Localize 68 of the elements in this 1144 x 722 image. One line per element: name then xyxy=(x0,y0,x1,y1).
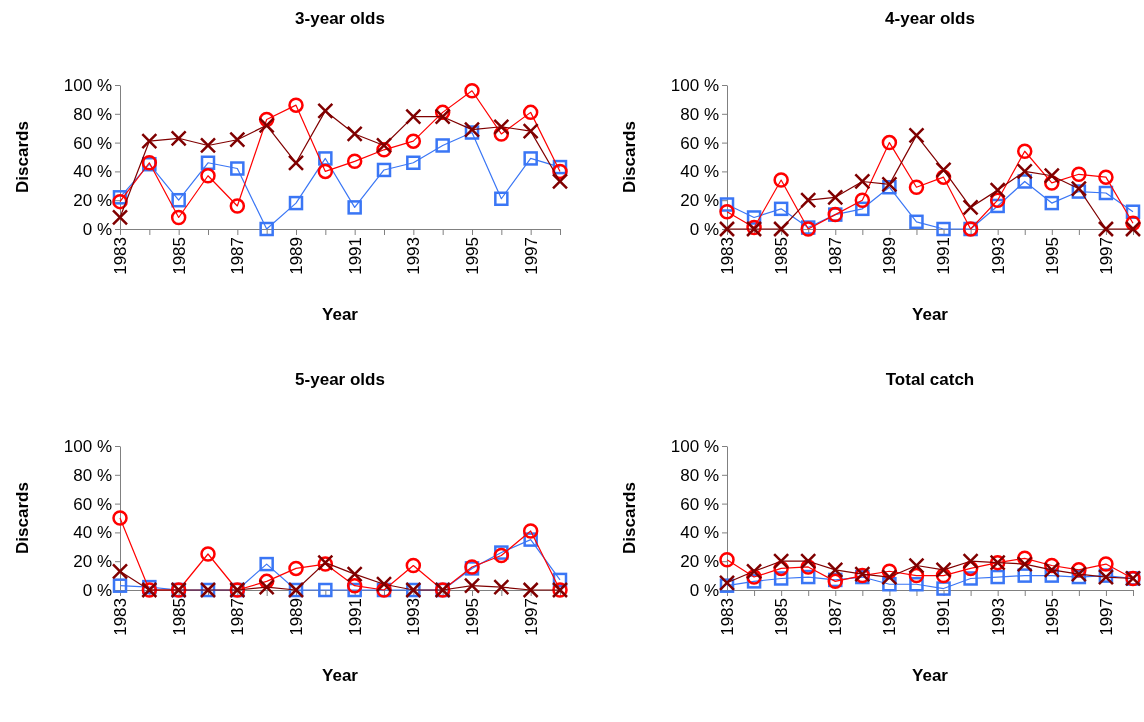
y-tick-label: 60 % xyxy=(680,494,719,514)
y-axis-title: Discards xyxy=(13,482,32,554)
x-tick-label: 1985 xyxy=(169,237,189,275)
x-tick-label: 1985 xyxy=(772,237,792,275)
x-tick-label: 1987 xyxy=(228,237,248,275)
x-tick-label: 1983 xyxy=(717,598,737,636)
x-tick-label: 1993 xyxy=(988,598,1008,636)
x-tick-label: 1997 xyxy=(1096,598,1116,636)
x-tick-label: 1993 xyxy=(404,598,424,636)
y-tick-label: 20 % xyxy=(680,552,719,572)
y-tick-label: 80 % xyxy=(73,465,112,485)
x-tick-label: 1985 xyxy=(169,598,189,636)
y-tick-label: 40 % xyxy=(73,523,112,543)
x-tick-label: 1989 xyxy=(880,237,900,275)
x-tick-label: 1989 xyxy=(286,598,306,636)
x-tick-label: 1995 xyxy=(462,237,482,275)
y-tick-label: 80 % xyxy=(73,104,112,124)
y-axis-title: Discards xyxy=(620,482,639,554)
chart-title: 5-year olds xyxy=(295,370,385,389)
chart-title: Total catch xyxy=(885,370,975,389)
x-tick-label: 1993 xyxy=(988,237,1008,275)
y-tick-label: 100 % xyxy=(63,75,112,95)
y-tick-label: 100 % xyxy=(670,436,719,456)
y-tick-label: 60 % xyxy=(73,494,112,514)
x-tick-label: 1995 xyxy=(462,598,482,636)
x-tick-label: 1991 xyxy=(934,237,954,275)
x-tick-label: 1987 xyxy=(826,237,846,275)
y-tick-label: 60 % xyxy=(73,133,112,153)
y-axis-title: Discards xyxy=(13,121,32,193)
y-tick-label: 60 % xyxy=(680,133,719,153)
chart-title: 3-year olds xyxy=(295,9,385,28)
y-tick-label: 20 % xyxy=(73,552,112,572)
y-tick-label: 0 % xyxy=(82,580,112,600)
y-tick-label: 80 % xyxy=(680,465,719,485)
x-tick-label: 1991 xyxy=(934,598,954,636)
x-tick-label: 1987 xyxy=(826,598,846,636)
x-tick-label: 1993 xyxy=(404,237,424,275)
x-tick-label: 1983 xyxy=(110,598,130,636)
x-tick-label: 1995 xyxy=(1042,237,1062,275)
x-tick-label: 1991 xyxy=(345,598,365,636)
y-tick-label: 0 % xyxy=(82,219,112,239)
y-tick-label: 20 % xyxy=(680,191,719,211)
y-tick-label: 40 % xyxy=(680,162,719,182)
x-tick-label: 1983 xyxy=(110,237,130,275)
x-tick-label: 1989 xyxy=(286,237,306,275)
x-tick-label: 1985 xyxy=(772,598,792,636)
y-tick-label: 80 % xyxy=(680,104,719,124)
x-tick-label: 1997 xyxy=(1096,237,1116,275)
y-tick-label: 40 % xyxy=(73,162,112,182)
x-tick-label: 1989 xyxy=(880,598,900,636)
x-tick-label: 1997 xyxy=(521,237,541,275)
x-tick-label: 1983 xyxy=(717,237,737,275)
y-tick-label: 100 % xyxy=(63,436,112,456)
x-axis-title: Year xyxy=(322,305,359,324)
y-tick-label: 20 % xyxy=(73,191,112,211)
y-tick-label: 100 % xyxy=(670,75,719,95)
x-axis-title: Year xyxy=(912,305,949,324)
y-tick-label: 0 % xyxy=(689,580,719,600)
x-tick-label: 1987 xyxy=(228,598,248,636)
x-tick-label: 1997 xyxy=(521,598,541,636)
x-tick-label: 1995 xyxy=(1042,598,1062,636)
chart-title: 4-year olds xyxy=(885,9,975,28)
y-tick-label: 0 % xyxy=(689,219,719,239)
x-tick-label: 1991 xyxy=(345,237,365,275)
y-tick-label: 40 % xyxy=(680,523,719,543)
x-axis-title: Year xyxy=(912,666,949,685)
x-axis-title: Year xyxy=(322,666,359,685)
y-axis-title: Discards xyxy=(620,121,639,193)
